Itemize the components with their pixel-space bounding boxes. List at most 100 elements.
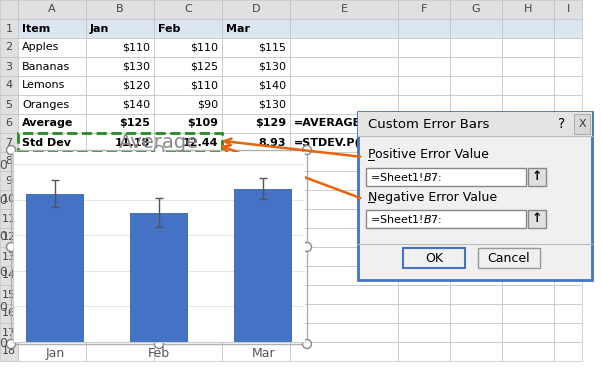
Bar: [554, 209, 582, 228]
Bar: [0, 76, 18, 95]
Bar: [554, 76, 582, 95]
Bar: [222, 152, 290, 171]
Bar: [154, 76, 222, 95]
Bar: [554, 304, 582, 323]
Bar: [0, 247, 18, 266]
Circle shape: [155, 146, 164, 155]
Bar: [86, 152, 154, 171]
Bar: [290, 304, 398, 323]
Bar: [86, 285, 154, 304]
Bar: [450, 57, 502, 76]
Bar: [222, 266, 290, 285]
Bar: [398, 304, 450, 323]
Text: 7: 7: [5, 138, 13, 147]
Bar: [290, 342, 398, 361]
Circle shape: [302, 146, 311, 155]
Bar: [398, 152, 450, 171]
Text: Positive Error Value: Positive Error Value: [368, 149, 489, 162]
Bar: [290, 266, 398, 285]
Text: 18: 18: [2, 347, 16, 356]
Bar: [234, 189, 292, 342]
Bar: [18, 57, 86, 76]
Bar: [554, 95, 582, 114]
Circle shape: [7, 339, 16, 348]
Bar: [502, 247, 554, 266]
Bar: [18, 38, 86, 57]
Bar: [154, 171, 222, 190]
Bar: [290, 323, 398, 342]
Text: 1: 1: [5, 24, 13, 33]
Bar: [554, 114, 582, 133]
Bar: [502, 323, 554, 342]
Text: X: X: [578, 119, 586, 129]
Bar: [18, 19, 86, 38]
Bar: [222, 247, 290, 266]
Text: $130: $130: [258, 62, 286, 71]
Bar: [290, 19, 398, 38]
Bar: [450, 95, 502, 114]
Bar: [18, 247, 86, 266]
Bar: [290, 133, 398, 152]
Bar: [18, 133, 222, 152]
Bar: [18, 228, 86, 247]
Bar: [86, 323, 154, 342]
Bar: [154, 285, 222, 304]
Bar: [86, 114, 154, 133]
Bar: [358, 112, 592, 136]
Bar: [0, 114, 18, 133]
Bar: [18, 190, 86, 209]
Bar: [0, 209, 18, 228]
Bar: [18, 171, 86, 190]
Text: $130: $130: [122, 62, 150, 71]
Bar: [154, 57, 222, 76]
Bar: [0, 285, 18, 304]
Text: C: C: [184, 5, 192, 14]
Bar: [18, 133, 86, 152]
Text: =Sheet1!$B$7:: =Sheet1!$B$7:: [370, 171, 442, 183]
Text: Bananas: Bananas: [22, 62, 70, 71]
Bar: [290, 76, 398, 95]
Bar: [18, 285, 86, 304]
Bar: [154, 228, 222, 247]
Text: D: D: [252, 5, 260, 14]
Bar: [502, 0, 554, 19]
Text: Cancel: Cancel: [488, 252, 530, 264]
Bar: [0, 0, 18, 19]
Bar: [502, 190, 554, 209]
Bar: [18, 114, 86, 133]
Text: $90: $90: [197, 100, 218, 109]
Bar: [18, 266, 86, 285]
Text: $110: $110: [190, 81, 218, 90]
Bar: [478, 248, 540, 268]
Bar: [554, 171, 582, 190]
Bar: [154, 152, 222, 171]
Bar: [398, 323, 450, 342]
Bar: [450, 0, 502, 19]
Bar: [222, 228, 290, 247]
Bar: [554, 57, 582, 76]
Text: Item: Item: [22, 24, 50, 33]
Bar: [86, 133, 154, 152]
Text: $109: $109: [187, 119, 218, 128]
Text: 17: 17: [2, 328, 16, 337]
Bar: [450, 304, 502, 323]
Bar: [398, 114, 450, 133]
Bar: [574, 114, 590, 134]
Bar: [398, 19, 450, 38]
Text: 8: 8: [5, 157, 13, 166]
Bar: [398, 209, 450, 228]
Bar: [154, 266, 222, 285]
Bar: [450, 114, 502, 133]
Text: G: G: [472, 5, 480, 14]
Bar: [0, 323, 18, 342]
Bar: [154, 95, 222, 114]
Bar: [86, 228, 154, 247]
Text: B: B: [116, 5, 124, 14]
Text: 10: 10: [2, 195, 16, 204]
Bar: [86, 209, 154, 228]
Bar: [528, 210, 546, 228]
Bar: [154, 209, 222, 228]
Text: 15: 15: [2, 290, 16, 299]
Bar: [366, 210, 526, 228]
Text: 11.18: 11.18: [115, 138, 150, 147]
